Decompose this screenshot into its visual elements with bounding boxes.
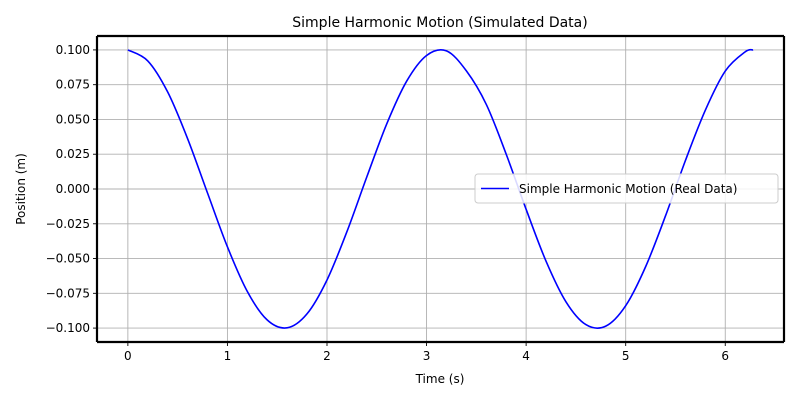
legend: Simple Harmonic Motion (Real Data) <box>474 173 779 204</box>
x-axis-label: Time (s) <box>415 372 465 386</box>
y-tick-label: −0.100 <box>46 321 90 335</box>
legend-label: Simple Harmonic Motion (Real Data) <box>519 182 737 196</box>
y-tick-label: −0.075 <box>46 286 90 300</box>
ticks: 0 1 2 3 4 5 6 0.100 0.075 0.050 0.025 0.000 −0.025 −0… <box>46 43 729 363</box>
y-tick-label: 0.075 <box>56 78 90 92</box>
x-tick-label: 5 <box>622 349 630 363</box>
series-line <box>127 48 754 329</box>
x-tick-label: 2 <box>323 349 331 363</box>
y-tick-label: −0.050 <box>46 252 90 266</box>
y-tick-label: −0.025 <box>46 217 90 231</box>
x-tick-label: 0 <box>124 349 132 363</box>
x-tick-label: 1 <box>224 349 232 363</box>
series-layer <box>127 48 754 329</box>
chart-title: Simple Harmonic Motion (Simulated Data) <box>292 15 587 31</box>
x-tick-label: 6 <box>721 349 729 363</box>
y-tick-label: 0.050 <box>56 112 90 126</box>
legend-box <box>474 173 779 204</box>
y-tick-label: 0.000 <box>56 182 90 196</box>
y-axis-label: Position (m) <box>14 153 28 225</box>
y-tick-label: 0.025 <box>56 147 90 161</box>
x-tick-label: 4 <box>522 349 530 363</box>
x-tick-label: 3 <box>423 349 431 363</box>
y-tick-label: 0.100 <box>56 43 90 57</box>
